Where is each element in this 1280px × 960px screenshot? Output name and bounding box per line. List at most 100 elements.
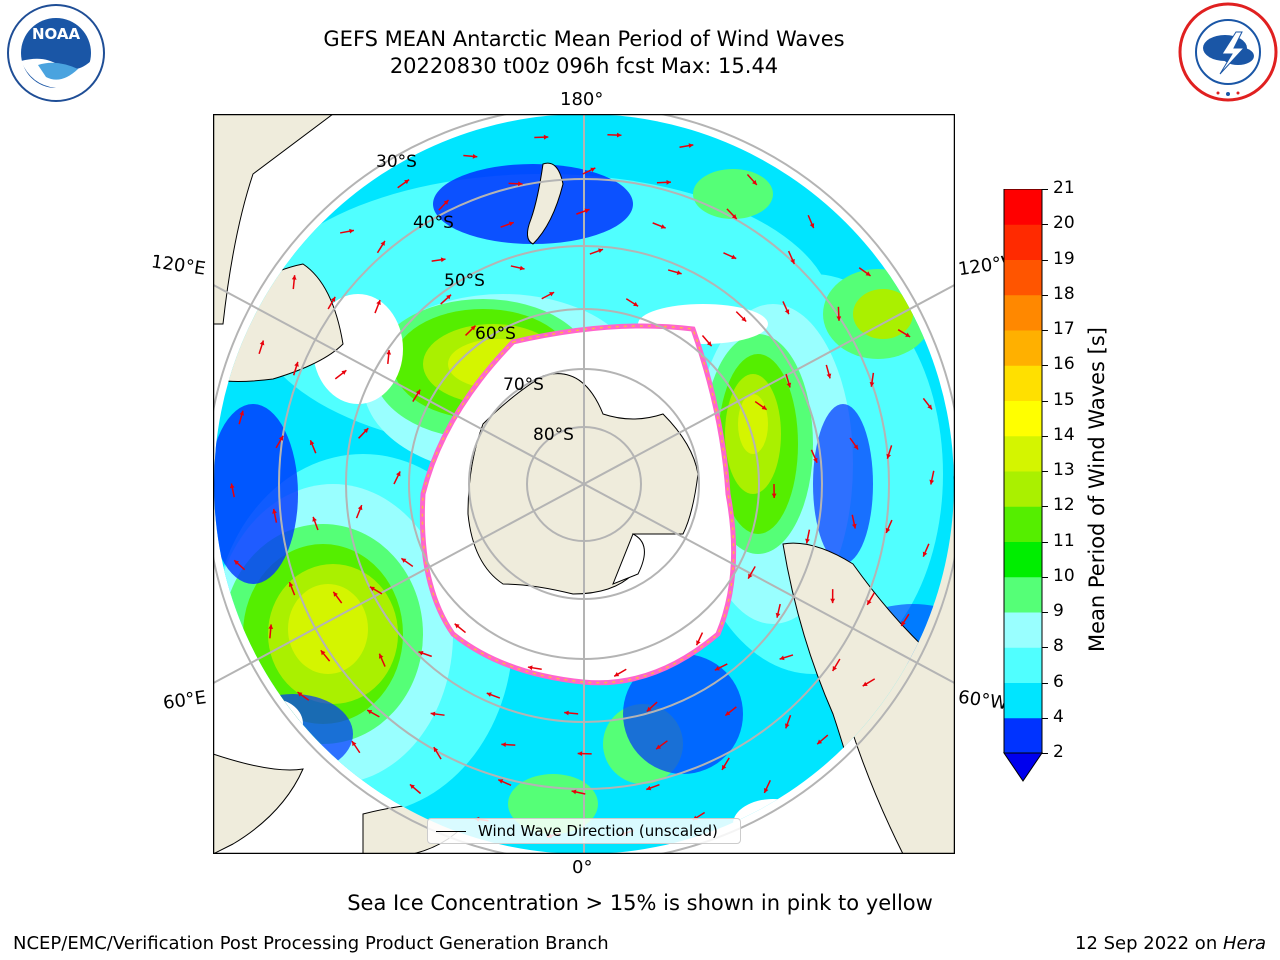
wave-direction-arrow [440,294,452,305]
colorbar-scale [1003,188,1043,782]
wave-direction-arrow [272,508,278,523]
colorbar-tick-label: 13 [1053,460,1075,480]
wave-direction-arrow [312,516,319,531]
wave-direction-arrow [508,181,523,187]
wave-direction-arrow [541,291,555,300]
lon-label-60w: 60°W [956,686,1009,715]
colorbar-tick [1042,647,1048,649]
colorbar-tick [1042,224,1048,226]
wave-direction-arrow [463,153,478,159]
colorbar-tick-label: 2 [1053,742,1064,762]
wave-direction-arrow [378,653,386,667]
lon-label-60e: 60°E [161,687,208,714]
wave-direction-arrow [735,311,747,323]
colorbar-segment [1004,259,1042,296]
colorbar-tick-label: 17 [1053,319,1075,339]
wave-direction-arrow [340,228,355,234]
wave-direction-arrow [862,678,876,687]
wave-direction-arrow [810,449,818,463]
wave-direction-arrow [695,632,704,646]
wave-direction-arrow [779,654,794,661]
noaa-logo-text: NOAA [32,25,81,43]
colorbar-tick-label: 10 [1053,565,1075,586]
wind-wave-arrows [229,132,935,839]
wave-direction-arrow [571,789,586,795]
wave-direction-arrow [771,483,777,499]
wave-direction-arrow [885,519,893,534]
colorbar-segment [1004,541,1042,578]
wave-direction-arrow [527,665,542,671]
lon-label-180: 180° [560,89,604,110]
colorbar-tick [1042,400,1048,402]
colorbar-tick [1042,541,1048,543]
colorbar-tick [1042,330,1048,331]
colorbar-tick [1042,365,1048,367]
colorbar-tick [1042,753,1048,754]
wave-direction-arrow [374,299,381,314]
wave-direction-arrow [500,221,515,228]
colorbar-tick-label: 6 [1053,671,1064,692]
map-frame [212,113,956,855]
lat-label-40s: 40°S [413,213,454,233]
wave-direction-arrow [775,603,781,618]
wave-direction-arrow [646,783,660,791]
wave-direction-arrow [807,214,815,229]
wave-direction-arrow [830,589,836,604]
wave-direction-arrow [589,248,604,255]
wave-direction-arrow [412,389,421,402]
colorbar-tick [1042,471,1048,472]
colorbar-tick [1042,294,1048,296]
wave-direction-arrow [782,301,790,315]
wave-direction-arrow [897,329,911,338]
colorbar-segment [1004,330,1042,366]
wave-direction-arrow [465,325,477,336]
footer-host: Hera [1222,933,1266,954]
lon-label-120e: 120°E [149,251,207,280]
wave-direction-arrow [607,132,622,138]
nws-logo [1178,2,1278,106]
colorbar-tick [1042,576,1048,578]
graticule [213,114,955,854]
colorbar-title: Mean Period of Wind Waves [s] [1085,327,1109,652]
lat-label-30s: 30°S [376,152,417,172]
colorbar-tick-label: 16 [1053,354,1075,375]
wave-direction-arrow [510,265,525,271]
wave-direction-arrow [929,470,935,485]
colorbar-tick-label: 11 [1053,530,1075,551]
wave-direction-arrow [275,435,284,449]
wave-direction-arrow [656,179,671,185]
colorbar-tick-label: 20 [1053,213,1075,234]
wave-direction-arrow [397,179,410,189]
noaa-logo: NOAA [6,3,106,107]
colorbar-tick [1042,506,1048,508]
colorbar [1003,188,1043,788]
colorbar-tick-label: 14 [1053,424,1075,445]
wave-direction-arrow [433,746,442,760]
wave-direction-arrow [430,711,445,717]
wave-direction-arrow [886,445,893,459]
wave-direction-arrow [355,504,363,519]
wave-direction-arrow [351,740,361,754]
wave-direction-arrow [564,710,579,716]
wave-direction-arrow [332,591,343,604]
wave-direction-arrow [486,692,501,699]
sea-ice-caption: Sea Ice Concentration > 15% is shown in … [347,891,933,915]
wave-direction-arrow [785,373,792,388]
wave-direction-arrow [309,439,317,454]
colorbar-tick [1042,435,1048,437]
wave-direction-arrow [805,529,811,544]
wave-direction-arrow [747,566,756,579]
wave-direction-arrow [497,778,512,786]
wave-direction-arrow [327,296,336,310]
wave-direction-arrow [534,134,549,140]
colorbar-segment [1004,435,1042,472]
colorbar-segment [1004,224,1042,260]
colorbar-segment [1004,189,1042,225]
wave-direction-arrow [409,783,422,795]
wave-direction-arrow [763,779,771,794]
wave-direction-arrow [714,663,728,671]
wave-direction-arrow [701,334,713,347]
colorbar-tick-label: 19 [1053,248,1075,269]
wave-direction-arrow [836,306,842,321]
colorbar-tick-label: 9 [1053,601,1064,621]
